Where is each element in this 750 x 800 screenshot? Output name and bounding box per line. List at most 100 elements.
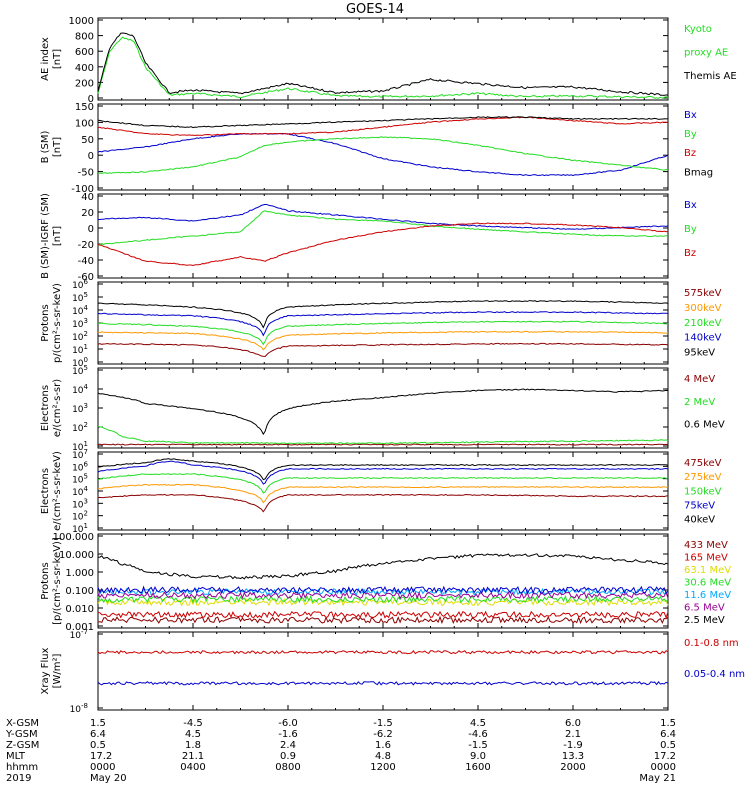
legend-label: 75keV [684, 501, 715, 512]
ephemeris-value: 9.0 [470, 751, 486, 762]
legend-label: 165 MeV [684, 553, 728, 564]
series-line-6.5 MeV [97, 591, 669, 600]
series-line-95keV [97, 300, 669, 329]
legend-label: 0.6 MeV [684, 420, 725, 431]
panel-frame-5 [97, 451, 669, 531]
legend-label: 11.6 MeV [684, 590, 731, 601]
legend-label: Bmag [684, 167, 713, 178]
y-tick-label: 40 [81, 192, 94, 203]
ephemeris-value: 1.5 [660, 718, 676, 729]
legend-label: 6.5 MeV [684, 603, 725, 614]
series-line-2 MeV [97, 425, 669, 445]
y-tick-label: 0.010 [65, 604, 94, 615]
ephemeris-value: -6.0 [278, 718, 298, 729]
y-tick-label: 102 [72, 510, 88, 523]
series-line-210keV [97, 320, 669, 346]
ephemeris-value: 13.3 [562, 751, 584, 762]
series-line-Bx [98, 203, 669, 230]
legend-label: 2 MeV [684, 397, 715, 408]
ephemeris-value: 17.2 [90, 751, 112, 762]
y-axis-label: [nT] [52, 49, 63, 69]
ephemeris-value: -1.6 [278, 729, 298, 740]
legend-label: 433 MeV [684, 540, 728, 551]
legend-label: 40keV [684, 515, 715, 526]
y-axis-label: Electrons [40, 385, 51, 431]
y-axis-label: [p/(cm²-s-sr-keV)] [52, 537, 63, 625]
y-tick-label: 107 [72, 448, 88, 461]
series-line-0.6 MeV [97, 388, 669, 436]
legend-label: 150keV [684, 486, 722, 497]
legend-label: Bz [684, 148, 696, 159]
y-tick-label: 10-7 [70, 628, 88, 641]
ephemeris-row-label: X-GSM [6, 718, 39, 729]
series-line-0.05-0.4 nm [97, 680, 669, 686]
legend-label: Bz [684, 248, 696, 259]
ephemeris-value: 1.8 [185, 740, 201, 751]
series-line-Bx [97, 132, 669, 177]
y-axis-label: Protons [40, 304, 51, 341]
ephemeris-value: 0000 [651, 762, 676, 773]
legend-label: Themis AE [683, 71, 737, 82]
y-tick-label: 106 [72, 278, 88, 291]
y-axis-label: [W/m²] [52, 653, 63, 688]
y-tick-label: -60 [78, 272, 94, 283]
y-tick-label: 800 [75, 32, 94, 43]
ephemeris-value: 4.5 [185, 729, 201, 740]
legend-label: By [684, 129, 697, 140]
ephemeris-value: May 21 [639, 773, 676, 784]
ephemeris-value: 6.0 [565, 718, 581, 729]
y-tick-label: 105 [72, 291, 88, 304]
y-tick-label: 400 [75, 63, 94, 74]
ephemeris-value: -6.2 [373, 729, 393, 740]
ephemeris-value: -4.5 [183, 718, 203, 729]
y-tick-label: 20 [81, 208, 94, 219]
ephemeris-row-label: Y-GSM [5, 729, 38, 740]
y-axis-label: e/(cm²-s-sr-keV) [52, 451, 63, 531]
y-tick-label: 105 [72, 473, 88, 486]
legend-label: 30.6 MeV [684, 578, 731, 589]
ephemeris-value: 6.4 [90, 729, 106, 740]
legend-label: 95keV [684, 348, 715, 359]
legend-label: 475keV [684, 458, 722, 469]
ephemeris-value: 0.9 [280, 751, 296, 762]
y-tick-label: 50 [81, 135, 94, 146]
series-line-Kyoto proxy AE [97, 36, 669, 99]
y-axis-label: B (SM)-IGRF (SM) [40, 193, 51, 279]
panel-frame-1 [97, 103, 669, 191]
legend-label: 210keV [684, 318, 722, 329]
legend-label: 2.5 MeV [684, 615, 725, 626]
ephemeris-value: 0.5 [90, 740, 106, 751]
y-tick-label: 101 [72, 440, 88, 453]
series-line-40keV [97, 458, 669, 481]
ephemeris-value: -4.6 [468, 729, 488, 740]
series-line-575keV [97, 342, 669, 358]
ephemeris-value: May 20 [90, 773, 127, 784]
y-tick-label: 102 [72, 330, 88, 343]
series-line-unnamed [97, 553, 669, 580]
y-tick-label: 100 [75, 118, 94, 129]
legend-label: 140keV [684, 333, 722, 344]
ephemeris-value: 0400 [180, 762, 205, 773]
ephemeris-value: 0.5 [660, 740, 676, 751]
series-line-Bz [97, 222, 668, 267]
ephemeris-value: 17.2 [654, 751, 676, 762]
y-tick-label: 103 [72, 497, 88, 510]
ephemeris-value: 1200 [370, 762, 395, 773]
y-tick-label: 600 [75, 47, 94, 58]
ephemeris-value: 1600 [465, 762, 490, 773]
legend-label: 300keV [684, 303, 722, 314]
ephemeris-row-label: Z-GSM [6, 740, 39, 751]
legend-label: Kyoto [684, 24, 712, 35]
ephemeris-row-label: hhmm [6, 762, 38, 773]
y-tick-label: 0.100 [65, 586, 94, 597]
y-tick-label: 106 [72, 460, 88, 473]
y-tick-label: 0 [88, 94, 94, 105]
ephemeris-value: 0800 [275, 762, 300, 773]
series-line-165 MeV [97, 610, 669, 620]
legend-label: 63.1 MeV [684, 565, 731, 576]
y-tick-label: -100 [71, 184, 94, 195]
y-tick-label: 200 [75, 78, 94, 89]
ephemeris-row-label: MLT [6, 751, 26, 762]
y-tick-label: 0 [88, 224, 94, 235]
ephemeris-row-label: 2019 [6, 773, 31, 784]
